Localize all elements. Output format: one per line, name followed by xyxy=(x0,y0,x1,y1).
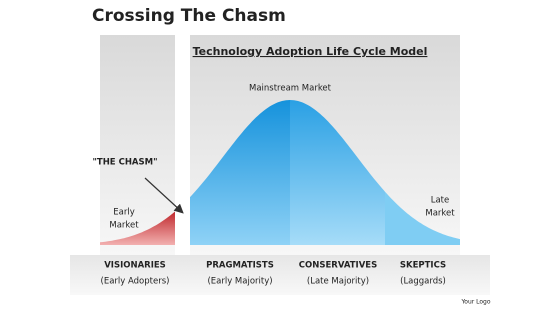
adoption-area xyxy=(290,100,385,245)
segment-name: VISIONARIES xyxy=(104,261,166,271)
segment-name: CONSERVATIVES xyxy=(299,261,377,271)
peak-label: Mainstream Market xyxy=(249,84,332,94)
title: Crossing The Chasm xyxy=(92,6,286,26)
label-band xyxy=(70,255,490,295)
chasm-label: "THE CHASM" xyxy=(92,158,157,168)
adoption-area xyxy=(190,100,290,245)
segment-name: SKEPTICS xyxy=(400,261,446,271)
early-market: Market xyxy=(109,221,139,231)
early-area xyxy=(100,211,175,245)
adoption-area xyxy=(385,191,460,245)
left-panel xyxy=(100,35,175,255)
early-market: Early xyxy=(113,208,134,218)
late-market: Late xyxy=(431,196,450,206)
segment-group: (Early Majority) xyxy=(207,277,272,287)
late-market: Market xyxy=(425,209,455,219)
logo: Your Logo xyxy=(460,299,490,306)
segment-group: (Late Majority) xyxy=(307,277,369,287)
chasm-arrow xyxy=(144,177,184,214)
segment-group: (Early Adopters) xyxy=(101,277,170,287)
subtitle: Technology Adoption Life Cycle Model xyxy=(193,45,428,58)
segment-name: PRAGMATISTS xyxy=(206,261,274,271)
segment-group: (Laggards) xyxy=(400,277,446,287)
